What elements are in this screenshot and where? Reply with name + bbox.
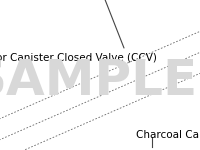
Text: Charcoal Cani: Charcoal Cani: [136, 130, 200, 140]
Text: or Canister Closed Valve (CCV): or Canister Closed Valve (CCV): [0, 52, 157, 62]
Text: SAMPLE: SAMPLE: [0, 57, 198, 105]
